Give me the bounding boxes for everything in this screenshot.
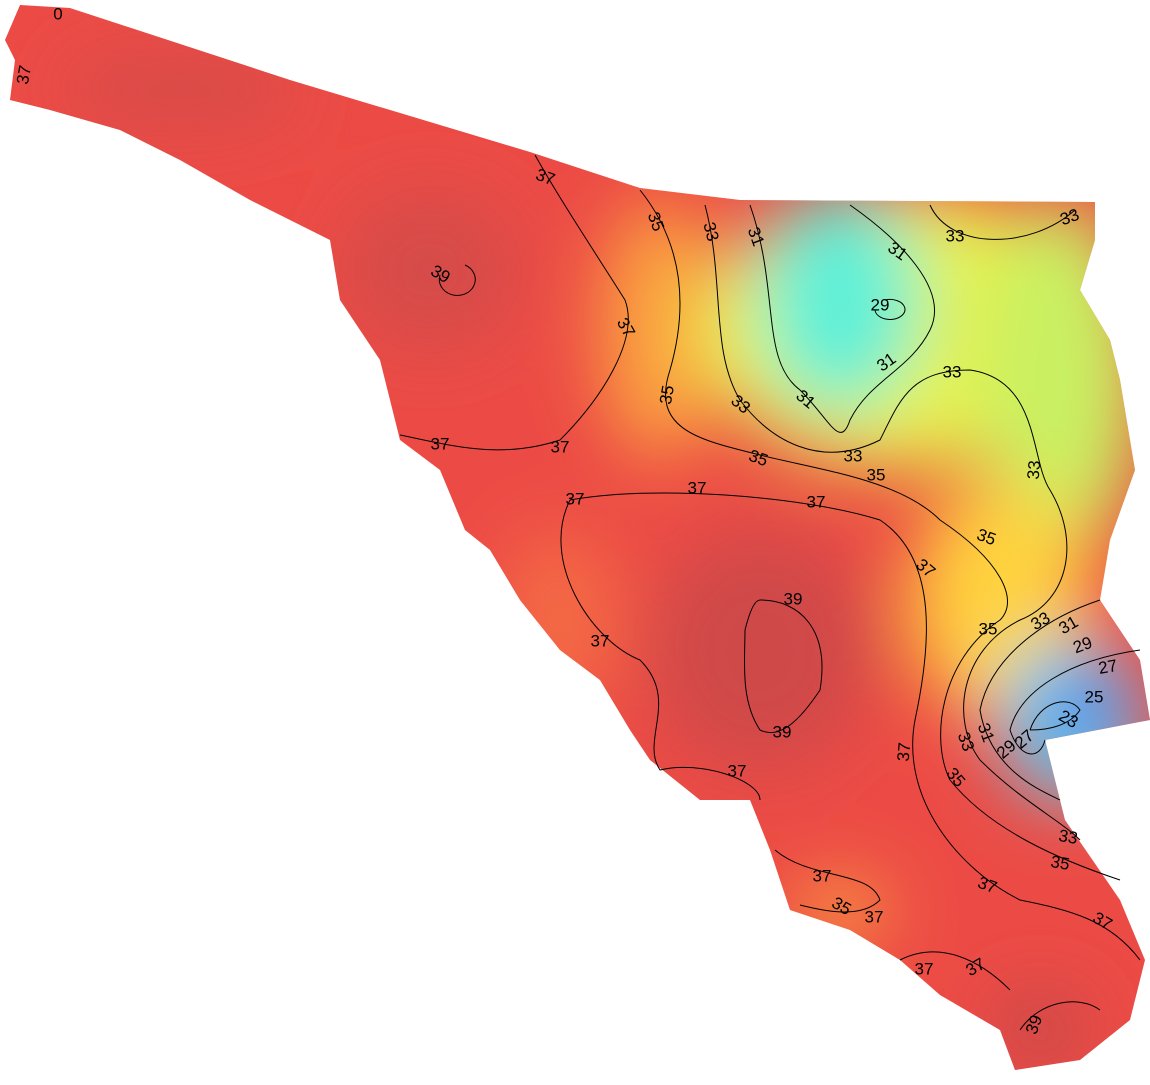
contour-label: 37 bbox=[13, 64, 35, 86]
contour-label: 37 bbox=[865, 907, 884, 926]
contour-label: 37 bbox=[591, 631, 610, 650]
contour-label: 39 bbox=[773, 722, 792, 741]
contour-label: 33 bbox=[844, 446, 863, 465]
contour-label: 35 bbox=[867, 465, 886, 484]
contour-label: 37 bbox=[688, 478, 707, 497]
contour-label: 35 bbox=[1049, 852, 1071, 874]
contour-label: 37 bbox=[728, 761, 747, 780]
contour-label: 35 bbox=[979, 619, 998, 638]
contour-label: 37 bbox=[807, 492, 826, 511]
contour-label: 33 bbox=[946, 226, 965, 245]
contour-label: 33 bbox=[1024, 460, 1045, 481]
contour-label: 37 bbox=[915, 959, 934, 978]
contour-label: 0 bbox=[53, 4, 62, 23]
isolines bbox=[399, 154, 1141, 1031]
contour-label: 33 bbox=[943, 362, 962, 381]
contour-label: 27 bbox=[1097, 656, 1119, 678]
contour-label: 39 bbox=[784, 589, 803, 608]
contour-label: 37 bbox=[551, 437, 570, 456]
contour-label: 35 bbox=[656, 384, 678, 406]
contour-label: 33 bbox=[699, 220, 722, 243]
contour-label: 25 bbox=[1085, 687, 1104, 706]
contour-label: 37 bbox=[813, 866, 832, 885]
contour-label: 37 bbox=[566, 489, 585, 508]
contour-label: 37 bbox=[431, 434, 450, 453]
contour-label: 37 bbox=[894, 742, 915, 763]
contour-label: 29 bbox=[871, 295, 890, 314]
contour-label: 33 bbox=[1057, 826, 1079, 848]
